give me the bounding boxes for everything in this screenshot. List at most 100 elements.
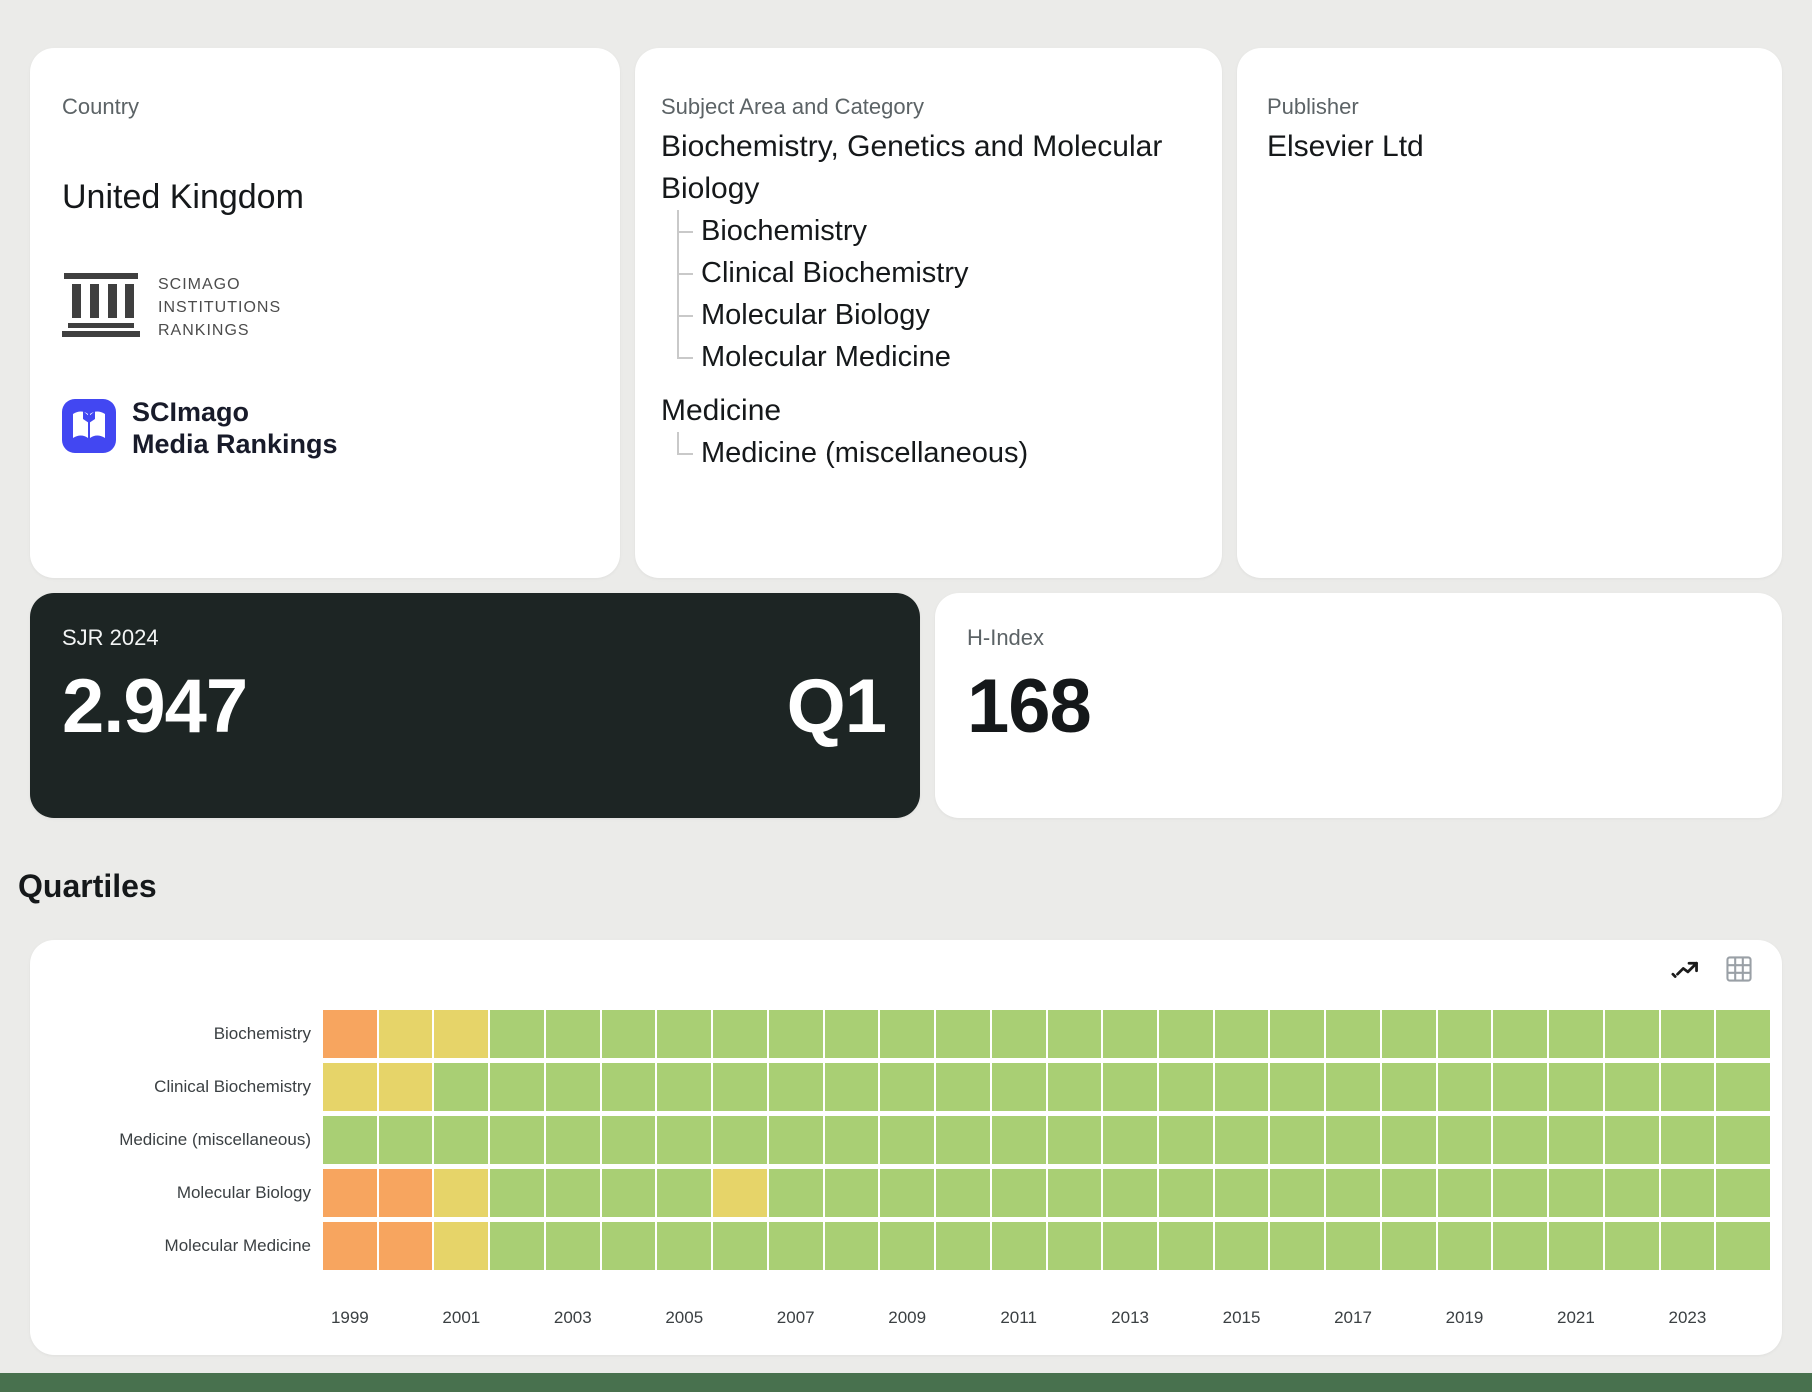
quartile-cell[interactable]: [1158, 1116, 1213, 1164]
quartile-cell[interactable]: [936, 1116, 990, 1164]
quartile-cell[interactable]: [1493, 1116, 1548, 1164]
quartile-cell[interactable]: [1716, 1222, 1770, 1270]
quartile-cell[interactable]: [880, 1222, 935, 1270]
quartile-cell[interactable]: [1270, 1116, 1325, 1164]
quartile-cell[interactable]: [1381, 1222, 1436, 1270]
quartile-cell[interactable]: [1660, 1116, 1715, 1164]
quartile-cell[interactable]: [490, 1010, 544, 1058]
quartile-cell[interactable]: [768, 1116, 823, 1164]
quartile-cell[interactable]: [1604, 1063, 1659, 1111]
quartile-cell[interactable]: [490, 1222, 544, 1270]
quartile-cell[interactable]: [323, 1010, 377, 1058]
quartile-cell[interactable]: [378, 1116, 433, 1164]
quartile-cell[interactable]: [768, 1010, 823, 1058]
quartile-cell[interactable]: [1381, 1010, 1436, 1058]
quartile-cell[interactable]: [1381, 1169, 1436, 1217]
quartile-cell[interactable]: [1437, 1222, 1492, 1270]
quartile-cell[interactable]: [1549, 1116, 1603, 1164]
quartile-cell[interactable]: [1604, 1222, 1659, 1270]
quartile-cell[interactable]: [1437, 1169, 1492, 1217]
quartile-cell[interactable]: [936, 1222, 990, 1270]
quartile-cell[interactable]: [323, 1063, 377, 1111]
quartile-cell[interactable]: [880, 1063, 935, 1111]
quartile-cell[interactable]: [1214, 1169, 1269, 1217]
quartile-cell[interactable]: [1158, 1010, 1213, 1058]
quartile-cell[interactable]: [1604, 1010, 1659, 1058]
quartile-cell[interactable]: [824, 1169, 879, 1217]
quartile-cell[interactable]: [1437, 1010, 1492, 1058]
quartile-cell[interactable]: [1103, 1010, 1157, 1058]
quartile-cell[interactable]: [545, 1169, 600, 1217]
quartile-cell[interactable]: [936, 1063, 990, 1111]
quartile-cell[interactable]: [1047, 1169, 1102, 1217]
table-icon[interactable]: [1724, 954, 1754, 984]
quartile-cell[interactable]: [1214, 1116, 1269, 1164]
quartile-cell[interactable]: [1493, 1010, 1548, 1058]
quartile-cell[interactable]: [1493, 1222, 1548, 1270]
quartile-cell[interactable]: [601, 1063, 656, 1111]
quartile-cell[interactable]: [378, 1010, 433, 1058]
quartile-cell[interactable]: [657, 1010, 712, 1058]
quartile-cell[interactable]: [713, 1010, 767, 1058]
quartile-cell[interactable]: [1437, 1063, 1492, 1111]
quartile-cell[interactable]: [1158, 1169, 1213, 1217]
quartile-cell[interactable]: [1604, 1116, 1659, 1164]
quartile-cell[interactable]: [378, 1222, 433, 1270]
quartile-cell[interactable]: [1381, 1116, 1436, 1164]
quartile-cell[interactable]: [545, 1222, 600, 1270]
quartile-cell[interactable]: [1716, 1169, 1770, 1217]
quartile-cell[interactable]: [1660, 1222, 1715, 1270]
quartile-cell[interactable]: [1047, 1063, 1102, 1111]
quartile-cell[interactable]: [434, 1063, 489, 1111]
quartile-cell[interactable]: [991, 1169, 1046, 1217]
quartile-cell[interactable]: [1047, 1010, 1102, 1058]
quartile-cell[interactable]: [1270, 1010, 1325, 1058]
quartile-cell[interactable]: [1716, 1116, 1770, 1164]
scimago-institutions-rankings-logo[interactable]: SCIMAGO INSTITUTIONS RANKINGS: [62, 273, 588, 342]
quartile-cell[interactable]: [1437, 1116, 1492, 1164]
quartile-cell[interactable]: [1326, 1222, 1380, 1270]
quartile-cell[interactable]: [601, 1116, 656, 1164]
quartile-cell[interactable]: [1549, 1010, 1603, 1058]
quartile-cell[interactable]: [1103, 1116, 1157, 1164]
quartile-cell[interactable]: [657, 1116, 712, 1164]
quartile-cell[interactable]: [936, 1169, 990, 1217]
quartile-cell[interactable]: [713, 1169, 767, 1217]
quartile-cell[interactable]: [490, 1063, 544, 1111]
quartile-cell[interactable]: [1326, 1169, 1380, 1217]
quartile-cell[interactable]: [768, 1222, 823, 1270]
quartile-cell[interactable]: [1549, 1169, 1603, 1217]
quartile-cell[interactable]: [768, 1169, 823, 1217]
quartile-cell[interactable]: [1381, 1063, 1436, 1111]
quartile-cell[interactable]: [1158, 1222, 1213, 1270]
quartile-cell[interactable]: [657, 1063, 712, 1111]
quartile-cell[interactable]: [880, 1116, 935, 1164]
quartile-cell[interactable]: [1103, 1169, 1157, 1217]
quartile-cell[interactable]: [490, 1116, 544, 1164]
quartile-cell[interactable]: [824, 1063, 879, 1111]
quartile-cell[interactable]: [991, 1116, 1046, 1164]
quartile-cell[interactable]: [545, 1116, 600, 1164]
quartile-cell[interactable]: [824, 1010, 879, 1058]
quartile-cell[interactable]: [434, 1116, 489, 1164]
quartile-cell[interactable]: [1604, 1169, 1659, 1217]
quartile-cell[interactable]: [1158, 1063, 1213, 1111]
scimago-media-rankings-logo[interactable]: SCImago Media Rankings: [62, 396, 588, 460]
quartile-cell[interactable]: [936, 1010, 990, 1058]
quartile-cell[interactable]: [601, 1222, 656, 1270]
quartile-cell[interactable]: [1716, 1063, 1770, 1111]
line-chart-icon[interactable]: [1670, 954, 1700, 984]
quartile-cell[interactable]: [434, 1222, 489, 1270]
quartile-cell[interactable]: [434, 1169, 489, 1217]
quartile-cell[interactable]: [1214, 1222, 1269, 1270]
quartile-cell[interactable]: [824, 1222, 879, 1270]
quartile-cell[interactable]: [1660, 1063, 1715, 1111]
quartile-cell[interactable]: [713, 1222, 767, 1270]
quartile-cell[interactable]: [1214, 1010, 1269, 1058]
quartile-cell[interactable]: [1716, 1010, 1770, 1058]
quartile-cell[interactable]: [880, 1010, 935, 1058]
quartile-cell[interactable]: [1549, 1063, 1603, 1111]
quartile-cell[interactable]: [1326, 1063, 1380, 1111]
quartile-cell[interactable]: [601, 1010, 656, 1058]
quartile-cell[interactable]: [1549, 1222, 1603, 1270]
